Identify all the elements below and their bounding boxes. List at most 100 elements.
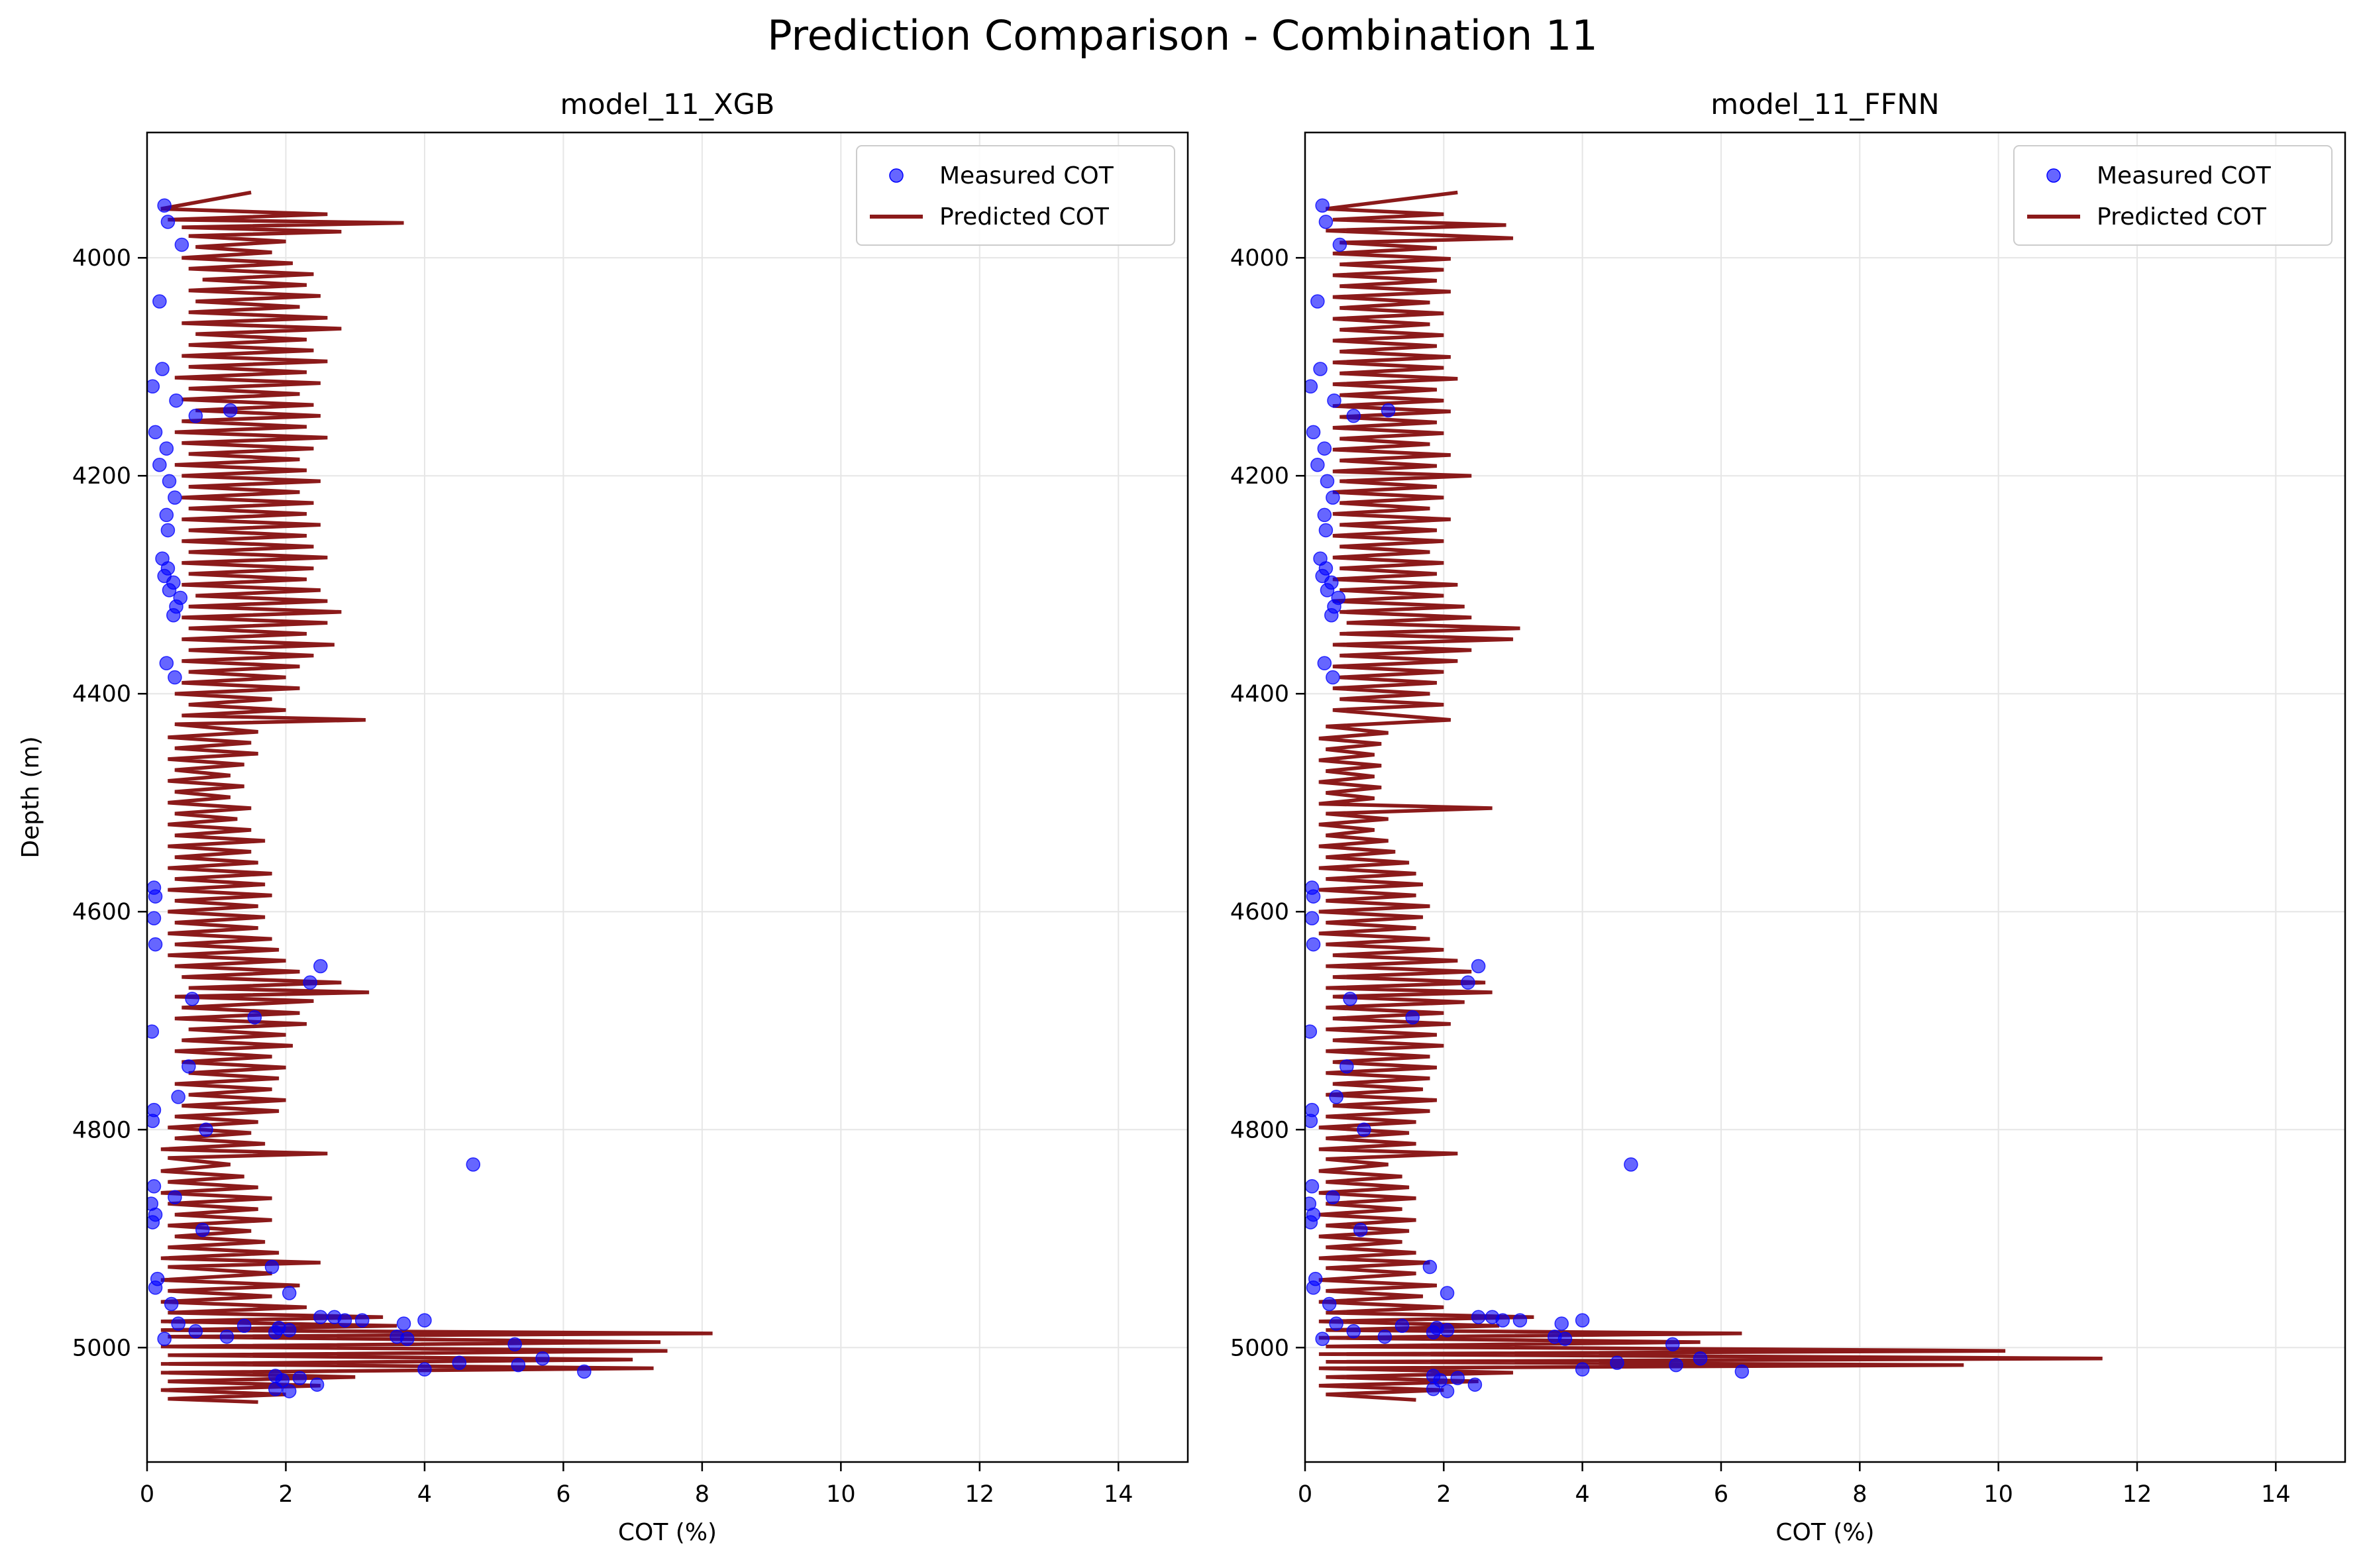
measured-cot-point: [160, 215, 176, 229]
measured-cot-point: [511, 1357, 526, 1373]
measured-cot-point: [1329, 1316, 1343, 1331]
measured-cot-point: [1305, 911, 1320, 925]
x-tick-label: 0: [1298, 1481, 1312, 1508]
measured-cot-point: [1318, 215, 1334, 229]
measured-cot-point: [168, 1190, 182, 1204]
measured-cot-point: [1381, 403, 1396, 418]
measured-cot-point: [147, 1215, 160, 1229]
measured-cot-point: [147, 911, 162, 925]
y-tick-label: 4400: [72, 681, 131, 707]
measured-cot-point: [417, 1362, 432, 1377]
measured-cot-point: [188, 408, 203, 423]
measured-cot-point: [1394, 1318, 1410, 1333]
measured-cot-point: [337, 1313, 352, 1328]
measured-cot-point: [1317, 656, 1332, 670]
measured-cot-point: [1346, 408, 1361, 423]
plot-area: [1305, 190, 2103, 1402]
measured-cot-point: [162, 474, 177, 489]
predicted-cot-line: [1318, 190, 2103, 1402]
measured-cot-point: [199, 1122, 213, 1137]
x-tick-label: 10: [1983, 1481, 2013, 1508]
measured-cot-point: [1426, 1325, 1441, 1339]
y-tick-label: 4000: [72, 245, 131, 272]
measured-cot-point: [1471, 1310, 1486, 1324]
measured-cot-point: [1440, 1323, 1455, 1337]
measured-cot-point: [1332, 237, 1347, 252]
measured-cot-point: [1422, 1259, 1438, 1275]
measured-cot-point: [1624, 1157, 1638, 1172]
legend-box: [2013, 145, 2333, 246]
x-tick-label: 10: [826, 1481, 856, 1508]
measured-cot-point: [452, 1355, 467, 1371]
measured-cot-point: [282, 1384, 297, 1398]
measured-cot-point: [162, 583, 177, 598]
measured-cot-point: [1305, 1179, 1320, 1194]
measured-cot-point: [268, 1382, 283, 1396]
measured-cot-point: [1326, 1190, 1340, 1204]
measured-cot-point: [1327, 393, 1341, 408]
x-tick-label: 2: [1436, 1481, 1451, 1508]
subplot-title: model_11_FFNN: [1710, 88, 1939, 121]
y-tick-label: 4200: [72, 463, 131, 490]
measured-cot-point: [417, 1313, 432, 1328]
x-tick-label: 4: [417, 1481, 432, 1508]
y-tick-label: 4800: [72, 1117, 131, 1143]
measured-cot-point: [1353, 1222, 1368, 1237]
predicted-cot-line: [160, 190, 713, 1404]
measured-cot-point: [164, 1296, 179, 1312]
legend-marker-measured: [2046, 168, 2061, 183]
measured-cot-point: [1665, 1337, 1680, 1352]
measured-cot-point: [1495, 1313, 1510, 1328]
x-tick-label: 6: [556, 1481, 570, 1508]
measured-cot-point: [152, 294, 167, 309]
x-axis-label: COT (%): [618, 1519, 717, 1546]
measured-cot-point: [182, 1059, 196, 1074]
measured-cot-point: [1320, 474, 1335, 489]
measured-cot-point: [303, 975, 317, 990]
measured-cot-point: [1554, 1316, 1569, 1331]
measured-cot-point: [195, 1222, 210, 1237]
x-tick-label: 8: [1852, 1481, 1867, 1508]
x-tick-label: 8: [695, 1481, 710, 1508]
measured-cot-point: [1318, 523, 1334, 538]
x-axis-label: COT (%): [1775, 1519, 1874, 1546]
y-tick-label: 4600: [1230, 899, 1289, 925]
y-tick-label: 4000: [1230, 245, 1289, 272]
measured-cot-point: [1610, 1355, 1624, 1371]
xgb-subplot: 0 2 4 6 8 10 12 14 4000 4200 4400 4600 4800 5000 model…: [17, 88, 1189, 1546]
axes-frame: [1304, 131, 2346, 1463]
measured-cot-point: [577, 1364, 592, 1379]
measured-cot-point: [236, 1318, 252, 1333]
measured-cot-point: [1377, 1330, 1393, 1344]
measured-cot-point: [396, 1316, 411, 1331]
measured-cot-point: [1343, 992, 1357, 1006]
figure-title: Prediction Comparison - Combination 11: [767, 11, 1598, 60]
measured-cot-point: [1575, 1362, 1590, 1377]
measured-cot-point: [1440, 1286, 1455, 1300]
measured-cot-point: [168, 490, 182, 505]
measured-cot-point: [169, 393, 184, 408]
measured-cot-point: [1575, 1313, 1590, 1328]
measured-cot-point: [1440, 1384, 1455, 1398]
measured-cot-point: [147, 1179, 162, 1194]
measured-cot-point: [160, 523, 176, 538]
measured-cot-point: [1326, 670, 1340, 685]
measured-cot-point: [1357, 1122, 1371, 1137]
legend-label-predicted: Predicted COT: [2097, 203, 2267, 231]
measured-cot-point: [1512, 1313, 1528, 1328]
measured-cot-point: [247, 1010, 262, 1025]
measured-cot-point: [1329, 1090, 1343, 1104]
x-tick-label: 2: [278, 1481, 293, 1508]
measured-cot-point: [1324, 608, 1339, 623]
measured-cot-point: [166, 608, 181, 623]
measured-cot-point: [1693, 1351, 1708, 1366]
measured-cot-point: [282, 1323, 297, 1337]
measured-cot-point: [148, 937, 163, 952]
measured-cot-point: [1669, 1357, 1683, 1373]
measured-cot-point: [282, 1286, 297, 1300]
measured-cot-point: [1305, 1114, 1318, 1128]
measured-cot-point: [185, 992, 199, 1006]
measured-cot-point: [147, 379, 160, 394]
x-tick-label: 6: [1714, 1481, 1728, 1508]
measured-cot-point: [1346, 1324, 1361, 1339]
